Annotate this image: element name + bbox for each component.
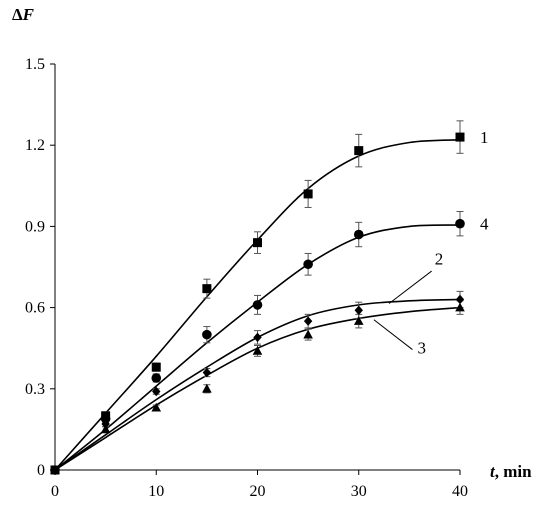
y-tick-label: 1.5	[25, 56, 45, 73]
marker-circle-4	[303, 259, 313, 270]
curve-label-3: 3	[417, 339, 426, 358]
marker-square-1	[303, 189, 313, 199]
marker-square-1	[455, 132, 465, 142]
y-axis-title: ΔF	[12, 5, 35, 24]
data-markers	[50, 132, 465, 475]
marker-circle-4	[100, 413, 111, 424]
marker-diamond-2	[202, 367, 212, 378]
marker-diamond-2	[101, 419, 110, 429]
y-axis-title-delta: Δ	[12, 5, 23, 24]
marker-diamond-2	[253, 332, 262, 343]
marker-square-1	[354, 146, 364, 156]
y-tick-label: 0.9	[25, 218, 45, 235]
marker-diamond-2	[354, 305, 363, 316]
y-tick-label: 0.6	[25, 300, 45, 317]
x-tick-label: 0	[51, 483, 59, 500]
axes: 0 10 20 30 40 0 0.3 0.6 0.9 1.2 1.5	[25, 56, 468, 500]
x-tick-label: 20	[250, 483, 266, 500]
x-tick-label: 40	[452, 483, 468, 500]
marker-square-1	[202, 284, 212, 294]
marker-circle-4	[455, 218, 465, 229]
marker-circle-4	[151, 373, 162, 383]
y-axis-title-var: F	[22, 5, 35, 24]
marker-circle-4	[252, 300, 263, 310]
marker-square-1	[151, 362, 161, 372]
x-axis-title-unit: , min	[495, 462, 532, 481]
curve-label-1: 1	[480, 128, 489, 147]
marker-triangle-3	[252, 345, 263, 355]
marker-triangle-3	[303, 329, 313, 339]
marker-triangle-3	[50, 465, 60, 474]
marker-diamond-2	[455, 294, 465, 305]
curve-label-4: 4	[480, 215, 489, 234]
leader-line-2	[388, 270, 432, 304]
x-tick-label: 30	[351, 483, 367, 500]
marker-circle-4	[353, 229, 364, 240]
marker-triangle-3	[151, 402, 162, 412]
x-axis-title-var: t	[490, 462, 496, 481]
curve-label-2: 2	[435, 249, 444, 268]
x-tick-label: 10	[148, 483, 164, 500]
leader-line-3	[373, 319, 413, 350]
y-tick-label: 0	[37, 462, 45, 479]
marker-triangle-3	[353, 316, 364, 325]
marker-triangle-3	[202, 383, 212, 393]
fit-curve-2	[54, 298, 461, 471]
marker-diamond-2	[152, 386, 161, 397]
marker-triangle-3	[100, 424, 111, 434]
marker-square-1	[253, 238, 262, 248]
marker-circle-4	[202, 329, 212, 340]
y-tick-label: 0.3	[25, 381, 45, 398]
y-tick-label: 1.2	[25, 137, 45, 154]
x-axis-title: t, min	[490, 462, 532, 481]
fit-curve-4	[54, 224, 461, 471]
marker-triangle-3	[455, 302, 465, 312]
marker-diamond-2	[303, 316, 313, 326]
curve-labels: 1 4 2 3	[373, 128, 489, 358]
